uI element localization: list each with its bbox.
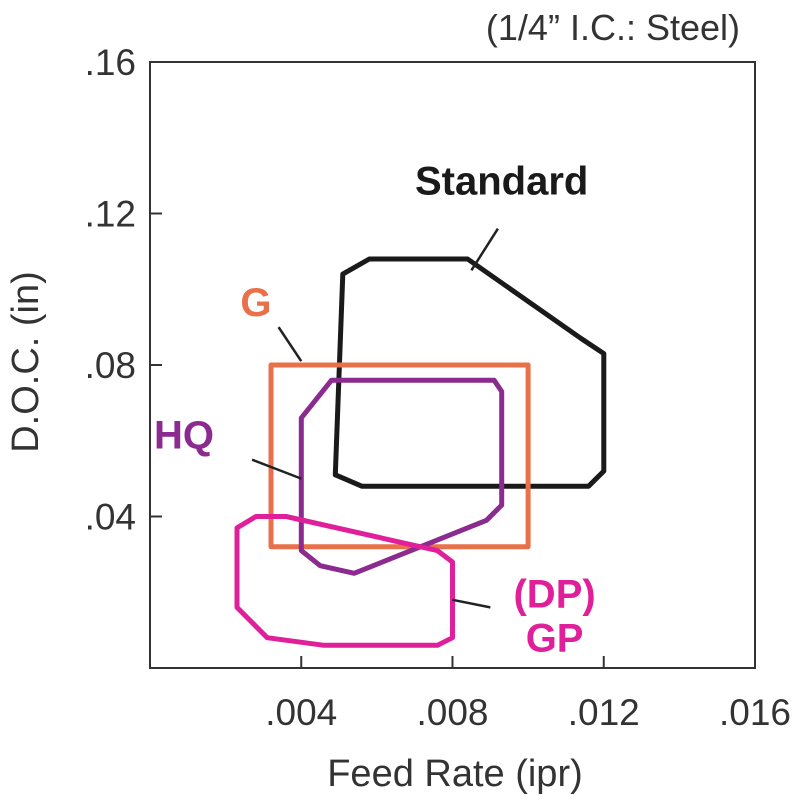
- region-gp-label: (DP): [513, 572, 595, 616]
- chart-subtitle: (1/4” I.C.: Steel): [486, 7, 740, 48]
- x-axis-title: Feed Rate (ipr): [327, 753, 583, 795]
- region-gp-label: GP: [526, 616, 584, 660]
- y-tick-label: .12: [85, 194, 136, 235]
- y-axis-title: D.O.C. (in): [5, 271, 47, 453]
- x-axis: .004 .008 .012 .016: [265, 656, 791, 733]
- region-g-label: G: [240, 281, 271, 325]
- region-g-outline: [268, 362, 531, 550]
- y-tick-label: .04: [85, 497, 136, 538]
- region-standard-outline: [332, 256, 607, 489]
- region-standard-leader: [470, 227, 499, 271]
- y-axis: .04 .08 .12 .16: [85, 42, 162, 538]
- x-tick-label: .004: [265, 692, 337, 733]
- region-hq-leader: [251, 458, 302, 480]
- region-gp-leader: [452, 598, 491, 609]
- x-tick-label: .016: [719, 692, 791, 733]
- y-tick-label: .08: [85, 345, 136, 386]
- y-tick-label: .16: [85, 42, 136, 83]
- x-tick-label: .012: [568, 692, 640, 733]
- regions-layer: Standard G HQ (DP)GP: [154, 160, 607, 660]
- region-standard-label: Standard: [415, 160, 588, 204]
- region-hq-label: HQ: [154, 413, 214, 457]
- region-g-leader: [277, 326, 303, 362]
- x-tick-label: .008: [416, 692, 488, 733]
- region-gp-outline: [234, 514, 455, 648]
